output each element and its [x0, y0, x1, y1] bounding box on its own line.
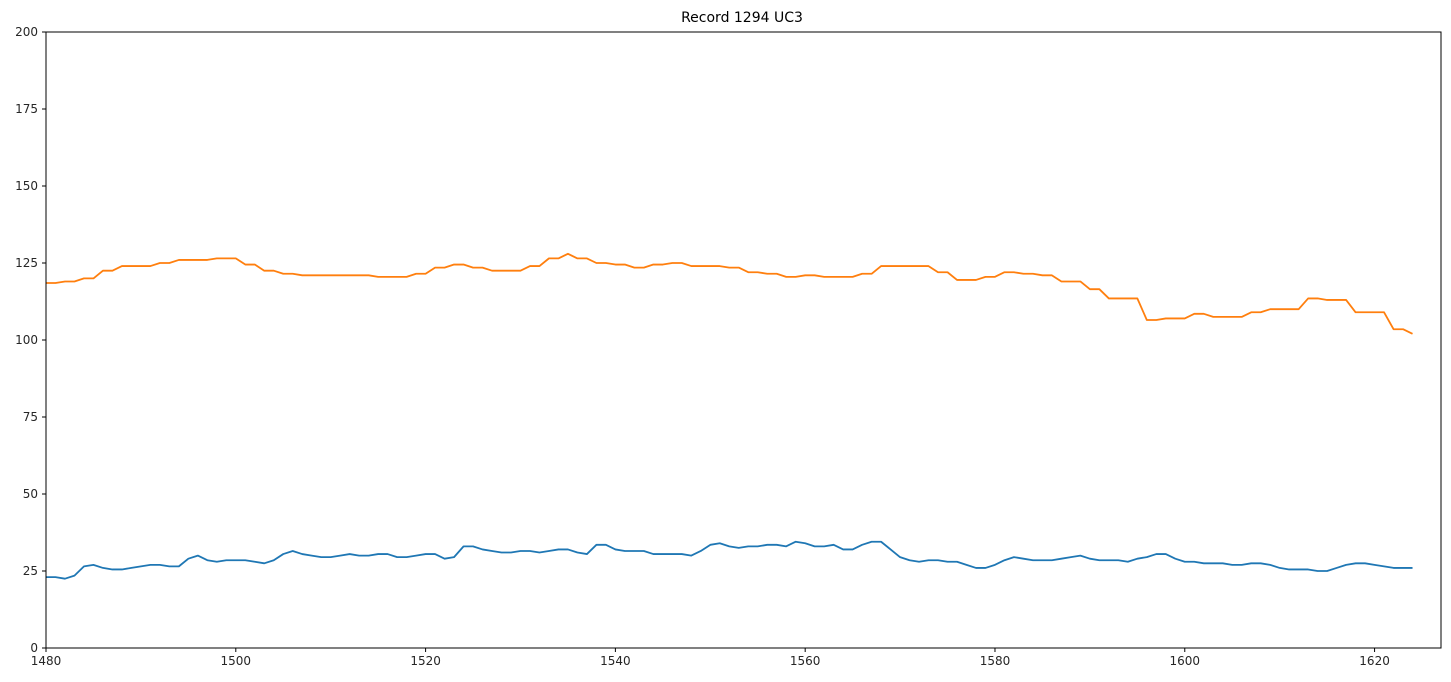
y-tick-label: 150: [15, 179, 38, 193]
axes-layer: 1480 1500 1520 1540 1560 1580 1600 1620 0 25 50 75 1…: [15, 25, 1442, 668]
y-tick-label: 125: [15, 256, 38, 270]
y-tick-label: 50: [23, 487, 38, 501]
x-tick-label: 1540: [600, 654, 631, 668]
y-tick-label: 175: [15, 102, 38, 116]
x-tick-label: 1600: [1170, 654, 1201, 668]
x-tick-label: 1580: [980, 654, 1011, 668]
chart-title: Record 1294 UC3: [681, 10, 803, 26]
x-tick-label: 1480: [31, 654, 62, 668]
y-tick-label: 0: [30, 641, 38, 655]
y-tick-label: 25: [23, 564, 38, 578]
x-tick-label: 1520: [410, 654, 441, 668]
series-line-1: [46, 540, 1413, 580]
x-tick-label: 1500: [221, 654, 252, 668]
x-tick-label: 1560: [790, 654, 821, 668]
series-line-2: [46, 252, 1413, 335]
x-tick-label: 1620: [1359, 654, 1390, 668]
y-tick-label: 100: [15, 333, 38, 347]
y-tick-label: 200: [15, 25, 38, 39]
y-tick-label: 75: [23, 410, 38, 424]
series-layer: [46, 252, 1413, 580]
